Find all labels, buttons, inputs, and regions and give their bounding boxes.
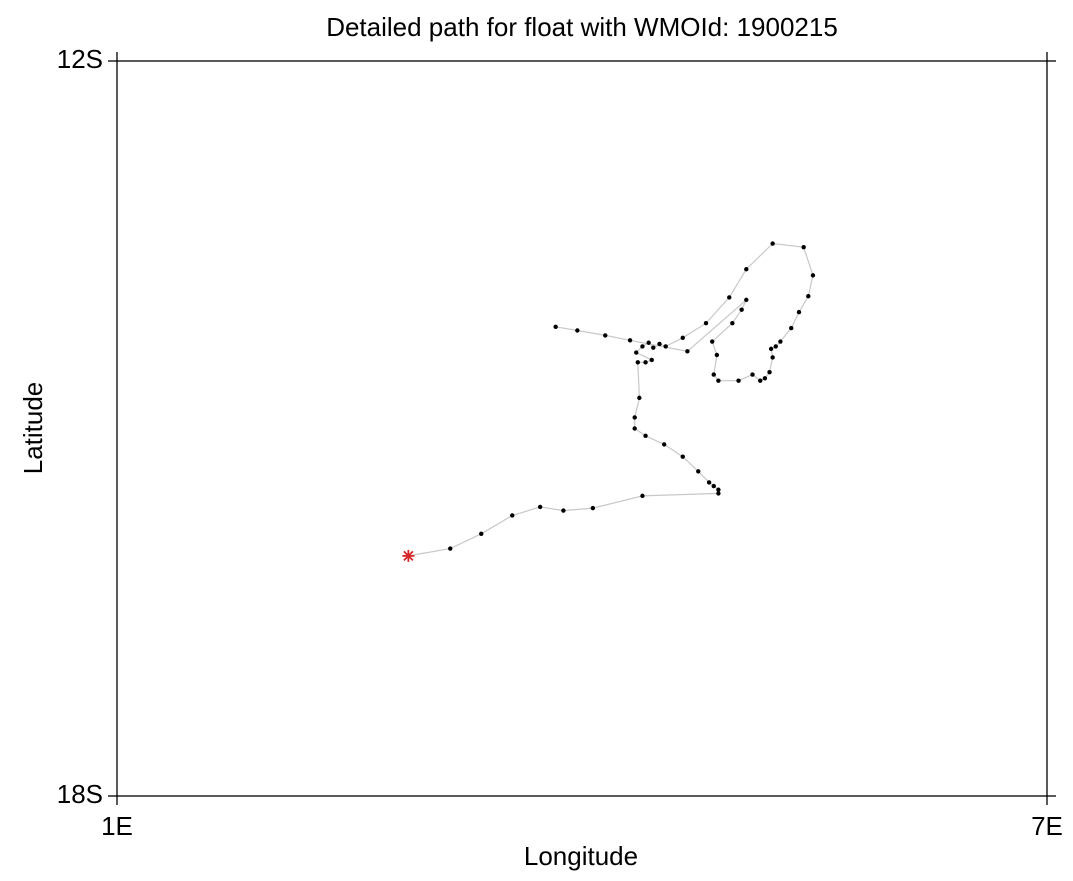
path-point (635, 360, 640, 365)
path-point (643, 433, 648, 439)
path-point (810, 273, 816, 278)
path-point (727, 295, 732, 300)
path-point (796, 309, 802, 315)
path-point (716, 491, 721, 496)
path-point (801, 245, 806, 250)
plot-frame (116, 60, 1048, 797)
path-point (706, 480, 712, 485)
path-point (640, 493, 645, 499)
path-point (575, 328, 580, 333)
path-point (448, 546, 453, 551)
path-point (767, 369, 772, 375)
start-marker-stroke (403, 550, 414, 562)
path-point (773, 344, 778, 349)
path-point (685, 349, 690, 354)
path-point (744, 297, 749, 303)
x-axis-label: Longitude (524, 841, 638, 871)
path-point (680, 454, 685, 459)
x-tick-label: 1E (101, 811, 133, 841)
path-point (632, 426, 637, 431)
path-point (646, 340, 651, 345)
path-point (739, 307, 744, 312)
y-tick-label: 12S (57, 44, 103, 74)
path-point (553, 324, 558, 330)
path-point (561, 508, 566, 513)
path-point (680, 335, 685, 341)
path-point (649, 357, 654, 363)
x-tick-label: 7E (1031, 811, 1063, 841)
path-point (537, 504, 543, 510)
path-point (696, 469, 701, 474)
chart-title: Detailed path for float with WMOId: 1900… (326, 12, 838, 42)
path-point (657, 341, 662, 347)
path-point (627, 338, 633, 343)
path-point (661, 442, 667, 447)
path-point (716, 378, 721, 383)
path-point (703, 320, 709, 326)
path-point (603, 333, 608, 338)
path-point (730, 320, 735, 326)
path-point (770, 241, 775, 246)
y-axis-label: Latitude (18, 382, 48, 475)
path-point (590, 505, 596, 511)
path-point (789, 325, 794, 331)
path-point (634, 350, 639, 355)
path-point (762, 376, 768, 381)
path-point (643, 360, 648, 365)
path-point (736, 378, 741, 383)
path-point (711, 372, 716, 377)
start-marker (402, 549, 415, 562)
path-point (710, 339, 715, 344)
path-point (714, 352, 720, 358)
path-point (510, 513, 515, 518)
path-point (651, 345, 656, 350)
y-tick-label: 18S (57, 779, 103, 809)
path-point (716, 487, 721, 492)
path-point (758, 378, 763, 383)
path-point (750, 372, 755, 377)
path-point (744, 267, 749, 272)
path-point (770, 355, 775, 360)
path-point (806, 294, 811, 299)
path-point (768, 346, 774, 352)
path-point (637, 395, 642, 401)
path-point (778, 339, 783, 344)
path-point (632, 415, 637, 420)
path-point (711, 483, 716, 489)
path-point (640, 344, 645, 349)
path-point (663, 344, 668, 349)
path-point (479, 531, 484, 537)
